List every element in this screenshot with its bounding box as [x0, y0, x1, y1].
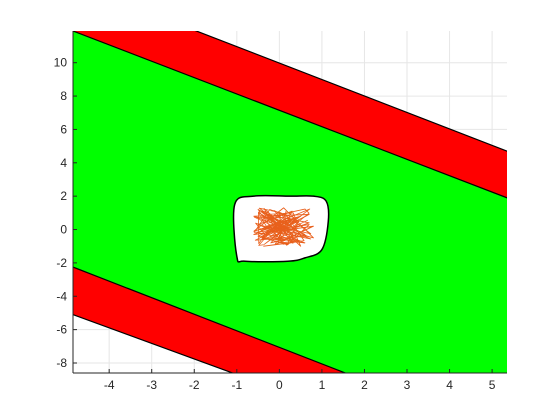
y-tick-label: 2 [60, 189, 67, 203]
y-tick-label: -4 [56, 289, 67, 303]
x-tick-label: -3 [146, 378, 157, 392]
x-tick-label: -2 [189, 378, 200, 392]
x-tick-label: 1 [319, 378, 326, 392]
y-tick-label: 10 [54, 56, 68, 70]
lower-boundary-line [73, 266, 347, 373]
x-tick-label: 2 [361, 378, 368, 392]
lower-red-band-outer-edge [73, 313, 235, 373]
x-tick-label: 3 [404, 378, 411, 392]
axes [72, 31, 507, 374]
x-tick-label: -1 [231, 378, 242, 392]
y-tick-label: 0 [60, 223, 67, 237]
x-axis-ticks: -4 -3 -2 -1 0 1 2 3 4 5 [104, 369, 496, 392]
y-tick-label: -6 [56, 323, 67, 337]
upper-red-band-outer-edge [194, 31, 507, 152]
trajectory-layer [253, 207, 314, 247]
x-tick-label: -4 [104, 378, 115, 392]
trajectory-line-segment [253, 210, 309, 247]
y-tick-label: 8 [60, 89, 67, 103]
y-tick-label: 4 [60, 156, 67, 170]
y-tick-label: 6 [60, 122, 67, 136]
y-axis-ticks: -8 -6 -4 -2 0 2 4 6 8 10 [54, 56, 77, 370]
y-tick-label: -8 [56, 356, 67, 370]
x-tick-label: 5 [489, 378, 496, 392]
y-tick-label: -2 [56, 256, 67, 270]
x-tick-label: 4 [446, 378, 453, 392]
x-tick-label: 0 [276, 378, 283, 392]
upper-boundary-line [73, 31, 507, 199]
